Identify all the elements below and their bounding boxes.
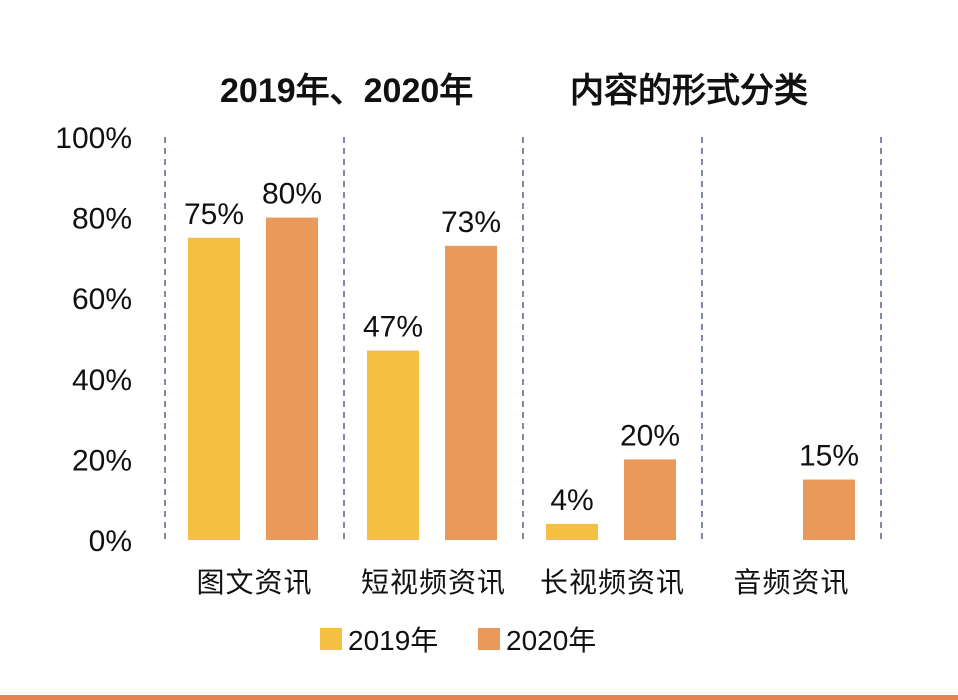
category-label: 音频资讯 bbox=[733, 566, 849, 599]
data-label: 4% bbox=[550, 484, 593, 517]
legend: 2019年 2020年 bbox=[320, 625, 596, 656]
bar-2020 bbox=[624, 459, 676, 540]
data-labels: 75% 47% 4% 80% 73% 20% 15% bbox=[184, 178, 859, 517]
chart-title-part2: 内容的形式分类 bbox=[570, 72, 808, 110]
y-tick-label: 60% bbox=[72, 283, 132, 316]
data-label: 47% bbox=[363, 311, 423, 344]
data-label: 20% bbox=[620, 419, 680, 452]
chart-title-part1: 2019年、2020年 bbox=[220, 72, 473, 110]
y-axis-ticks: 0% 20% 40% 60% 80% 100% bbox=[55, 122, 132, 558]
category-label: 短视频资讯 bbox=[361, 566, 506, 599]
data-label: 75% bbox=[184, 198, 244, 231]
bar-2019 bbox=[188, 237, 240, 540]
legend-label: 2019年 bbox=[348, 625, 438, 656]
y-tick-label: 40% bbox=[72, 364, 132, 397]
y-tick-label: 20% bbox=[72, 444, 132, 477]
y-tick-label: 0% bbox=[89, 525, 132, 558]
category-label: 图文资讯 bbox=[196, 566, 312, 599]
bar-2019 bbox=[367, 350, 419, 540]
bar-2020 bbox=[445, 245, 497, 540]
category-label: 长视频资讯 bbox=[540, 566, 685, 599]
bar-2019 bbox=[546, 523, 598, 540]
data-label: 73% bbox=[441, 206, 501, 239]
bottom-accent-bar bbox=[0, 695, 958, 700]
bars bbox=[188, 217, 855, 540]
data-label: 15% bbox=[799, 440, 859, 473]
legend-swatch bbox=[320, 628, 342, 650]
category-labels: 图文资讯 短视频资讯 长视频资讯 音频资讯 bbox=[196, 566, 849, 599]
separator-lines bbox=[164, 137, 882, 540]
bar-2020 bbox=[803, 479, 855, 540]
legend-label: 2020年 bbox=[506, 625, 596, 656]
data-label: 80% bbox=[262, 178, 322, 211]
y-tick-label: 100% bbox=[55, 122, 132, 155]
y-tick-label: 80% bbox=[72, 203, 132, 236]
legend-swatch bbox=[478, 628, 500, 650]
bar-2020 bbox=[266, 217, 318, 540]
